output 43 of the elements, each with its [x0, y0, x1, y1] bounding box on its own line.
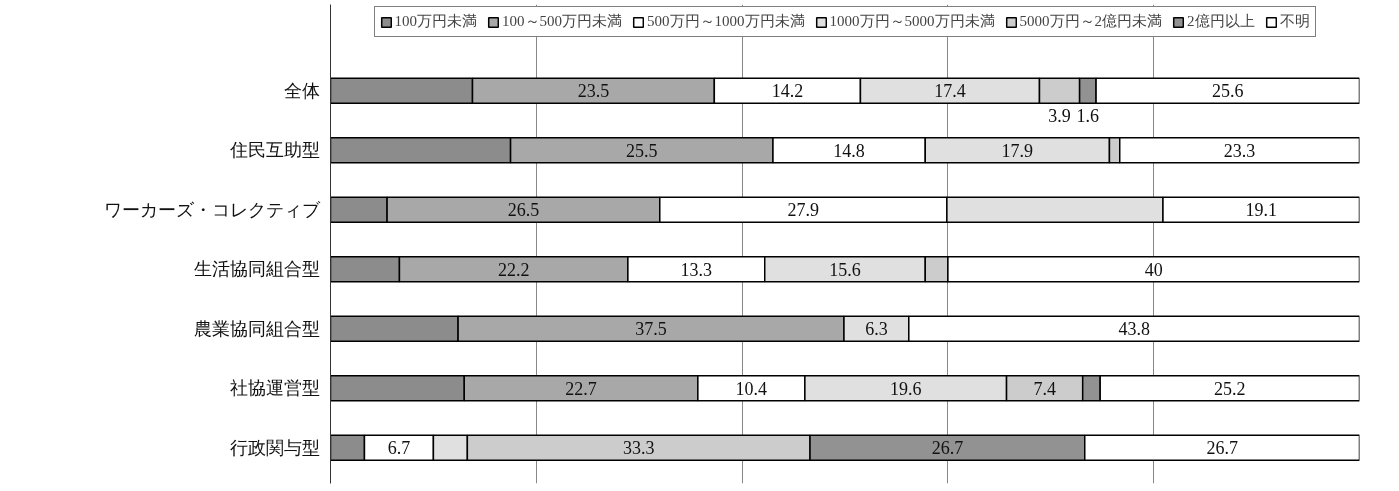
data-label: 22.7: [565, 378, 597, 399]
data-label: 25.2: [1214, 378, 1246, 399]
legend-label: 5000万円～2億円未満: [1019, 12, 1162, 31]
legend-label: 500万円～1000万円未満: [647, 12, 805, 31]
data-label: 23.5: [577, 81, 610, 102]
legend-label: 100万円未満: [394, 12, 477, 31]
y-tick-label: 生活協同組合型: [193, 259, 320, 280]
data-label: 19.6: [889, 378, 922, 399]
data-label: 14.8: [833, 140, 865, 161]
legend-label: 1000万円～5000万円未満: [829, 12, 995, 31]
data-label: 40: [1144, 259, 1163, 280]
legend-label: 2億円以上: [1187, 12, 1255, 31]
legend-label: 100～500万円未満: [502, 12, 622, 31]
data-label: 14.2: [771, 81, 804, 102]
y-tick-label: 農業協同組合型: [193, 318, 320, 339]
data-label: 1.6: [1076, 106, 1100, 127]
data-label: 19.1: [1245, 200, 1277, 221]
data-label: 3.9: [1048, 106, 1071, 127]
data-label: 17.4: [934, 81, 966, 102]
data-label: 26.5: [507, 200, 540, 221]
data-label: 23.3: [1223, 140, 1256, 161]
data-label: 15.6: [829, 259, 861, 280]
data-label: 27.9: [787, 200, 820, 221]
data-label: 7.4: [1033, 378, 1056, 399]
data-label: 25.6: [1212, 81, 1244, 102]
data-label: 6.7: [387, 438, 411, 459]
data-label: 37.5: [635, 319, 667, 340]
data-label: 25.5: [626, 140, 658, 161]
data-label: 6.3: [865, 319, 888, 340]
legend-label: 不明: [1279, 12, 1310, 31]
data-label: 33.3: [622, 438, 655, 459]
y-tick-label: ワーカーズ・コレクティブ: [103, 199, 321, 220]
data-label: 26.7: [931, 438, 964, 459]
data-label: 26.7: [1206, 438, 1238, 459]
y-tick-label: 行政関与型: [229, 437, 320, 458]
data-label: 22.2: [497, 259, 530, 280]
data-label: 43.8: [1118, 319, 1150, 340]
y-tick-label: 全体: [283, 80, 320, 101]
data-label: 10.4: [735, 378, 768, 399]
data-label: 13.3: [680, 259, 713, 280]
data-label: 17.9: [1001, 140, 1034, 161]
y-tick-label: 社協運営型: [229, 378, 320, 399]
y-tick-label: 住民互助型: [228, 140, 320, 161]
